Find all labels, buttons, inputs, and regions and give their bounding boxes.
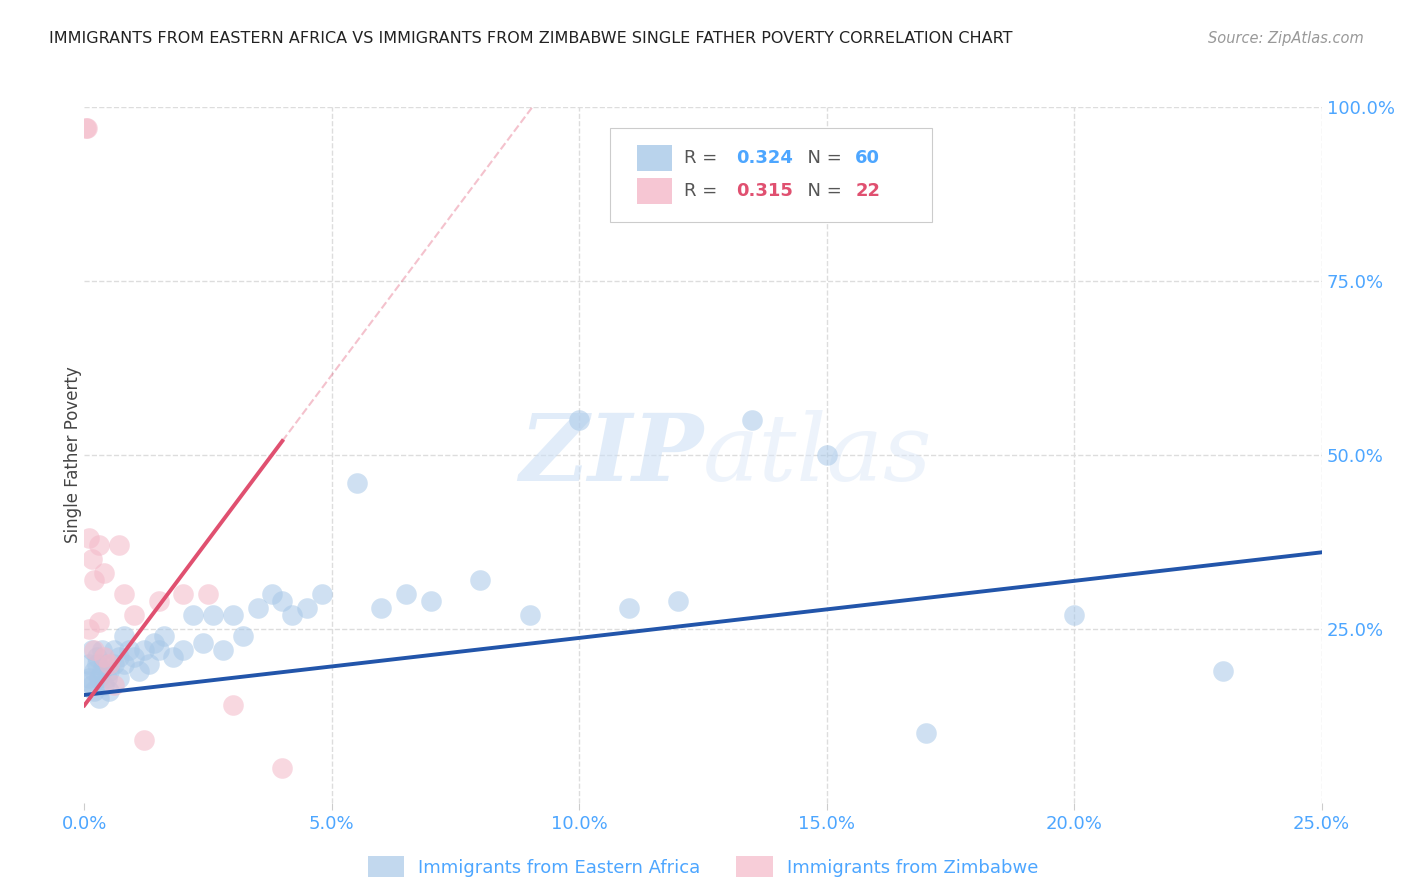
Point bbox=[75, 120, 97, 135]
Point bbox=[172, 587, 194, 601]
Point bbox=[815, 448, 838, 462]
Bar bbox=[637, 145, 672, 171]
Point bbox=[96, 671, 118, 685]
FancyBboxPatch shape bbox=[610, 128, 932, 222]
Text: 0.315: 0.315 bbox=[737, 182, 793, 200]
Point bbox=[222, 698, 245, 713]
Point bbox=[148, 642, 170, 657]
Point bbox=[197, 587, 219, 601]
Point bbox=[93, 657, 115, 671]
Point bbox=[914, 726, 936, 740]
Point bbox=[83, 664, 105, 678]
Point bbox=[89, 538, 111, 552]
Point bbox=[76, 674, 98, 689]
Point bbox=[122, 649, 145, 664]
Bar bbox=[637, 178, 672, 204]
Point bbox=[271, 594, 294, 608]
Text: IMMIGRANTS FROM EASTERN AFRICA VS IMMIGRANTS FROM ZIMBABWE SINGLE FATHER POVERTY: IMMIGRANTS FROM EASTERN AFRICA VS IMMIGR… bbox=[49, 31, 1012, 46]
Point bbox=[181, 607, 204, 622]
Point bbox=[112, 629, 135, 643]
Point bbox=[122, 607, 145, 622]
Point bbox=[89, 671, 111, 685]
Text: ZIP: ZIP bbox=[519, 410, 703, 500]
Point bbox=[98, 684, 121, 698]
Text: 0.324: 0.324 bbox=[737, 149, 793, 167]
Point bbox=[79, 532, 101, 546]
Point bbox=[112, 587, 135, 601]
Text: R =: R = bbox=[685, 149, 724, 167]
Point bbox=[89, 615, 111, 629]
Point bbox=[281, 607, 304, 622]
Text: 22: 22 bbox=[855, 182, 880, 200]
Point bbox=[172, 642, 194, 657]
Point bbox=[246, 601, 269, 615]
Point bbox=[271, 761, 294, 775]
Point bbox=[98, 657, 121, 671]
Legend: Immigrants from Eastern Africa, Immigrants from Zimbabwe: Immigrants from Eastern Africa, Immigran… bbox=[360, 849, 1046, 884]
Point bbox=[162, 649, 184, 664]
Point bbox=[370, 601, 392, 615]
Point bbox=[311, 587, 333, 601]
Point bbox=[76, 120, 98, 135]
Point bbox=[80, 677, 103, 691]
Point bbox=[98, 664, 121, 678]
Point bbox=[519, 607, 541, 622]
Point bbox=[103, 677, 125, 691]
Point bbox=[222, 607, 245, 622]
Point bbox=[90, 642, 112, 657]
Point bbox=[83, 684, 105, 698]
Point bbox=[108, 671, 131, 685]
Point bbox=[741, 413, 763, 427]
Point bbox=[93, 566, 115, 581]
Point bbox=[132, 733, 155, 747]
Point bbox=[103, 657, 125, 671]
Text: atlas: atlas bbox=[703, 410, 932, 500]
Text: Source: ZipAtlas.com: Source: ZipAtlas.com bbox=[1208, 31, 1364, 46]
Point bbox=[112, 657, 135, 671]
Point bbox=[617, 601, 640, 615]
Point bbox=[1063, 607, 1085, 622]
Text: 60: 60 bbox=[855, 149, 880, 167]
Point bbox=[86, 649, 108, 664]
Point bbox=[1212, 664, 1234, 678]
Point bbox=[79, 671, 101, 685]
Point bbox=[212, 642, 235, 657]
Point bbox=[108, 538, 131, 552]
Y-axis label: Single Father Poverty: Single Father Poverty bbox=[65, 367, 82, 543]
Point bbox=[89, 691, 111, 706]
Point bbox=[118, 642, 141, 657]
Point bbox=[83, 573, 105, 587]
Point bbox=[79, 622, 101, 636]
Point bbox=[128, 664, 150, 678]
Point bbox=[232, 629, 254, 643]
Point bbox=[152, 629, 174, 643]
Point bbox=[142, 636, 165, 650]
Point bbox=[132, 642, 155, 657]
Point bbox=[103, 642, 125, 657]
Point bbox=[262, 587, 284, 601]
Point bbox=[666, 594, 689, 608]
Point bbox=[90, 664, 112, 678]
Point bbox=[93, 649, 115, 664]
Point bbox=[202, 607, 225, 622]
Point bbox=[395, 587, 418, 601]
Text: N =: N = bbox=[796, 149, 848, 167]
Point bbox=[419, 594, 441, 608]
Point bbox=[80, 552, 103, 566]
Point bbox=[470, 573, 492, 587]
Point bbox=[568, 413, 591, 427]
Text: R =: R = bbox=[685, 182, 724, 200]
Point bbox=[79, 657, 101, 671]
Point bbox=[86, 657, 108, 671]
Point bbox=[138, 657, 160, 671]
Point bbox=[191, 636, 214, 650]
Point bbox=[108, 649, 131, 664]
Point bbox=[295, 601, 318, 615]
Point bbox=[148, 594, 170, 608]
Point bbox=[83, 642, 105, 657]
Text: N =: N = bbox=[796, 182, 848, 200]
Point bbox=[93, 677, 115, 691]
Point bbox=[80, 642, 103, 657]
Point bbox=[346, 475, 368, 490]
